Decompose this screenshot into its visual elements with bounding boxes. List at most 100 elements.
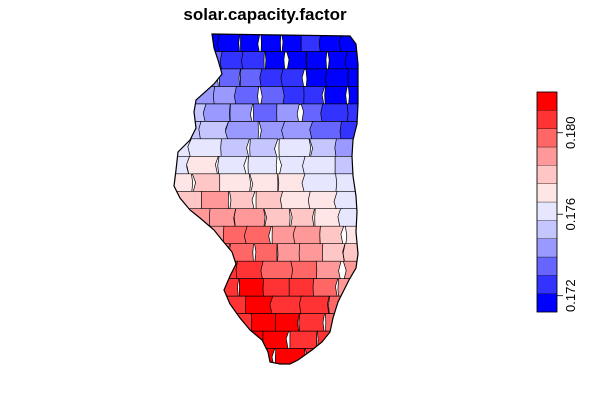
county — [262, 330, 290, 350]
county — [249, 173, 279, 193]
county — [302, 155, 340, 175]
county — [290, 260, 319, 280]
county — [321, 243, 346, 263]
legend-bin-10 — [536, 110, 558, 129]
county — [309, 121, 342, 140]
county — [241, 51, 265, 70]
county — [208, 208, 237, 228]
county — [289, 330, 318, 350]
county — [304, 348, 333, 364]
county — [280, 190, 314, 210]
map-title: solar.capacity.factor — [183, 5, 347, 24]
county — [254, 243, 278, 263]
county — [247, 155, 278, 175]
color-legend: 0.172 0.176 0.180 — [536, 91, 578, 313]
county — [316, 330, 345, 350]
legend-ticks: 0.172 0.176 0.180 — [557, 116, 578, 312]
county — [334, 155, 358, 175]
county — [186, 155, 219, 175]
legend-bin-0 — [536, 293, 558, 313]
county — [250, 313, 277, 332]
county — [320, 103, 349, 123]
county — [174, 121, 202, 140]
legend-bin-6 — [536, 183, 558, 203]
county — [300, 34, 322, 53]
county — [347, 68, 358, 88]
county — [286, 51, 307, 70]
legend-bin-5 — [536, 201, 558, 221]
legend-tick-label: 0.176 — [563, 198, 578, 231]
county — [217, 34, 241, 53]
county — [335, 173, 358, 193]
county — [212, 86, 237, 105]
county — [303, 86, 325, 105]
county — [219, 51, 244, 70]
county — [315, 260, 342, 280]
county — [202, 103, 231, 123]
county — [288, 278, 315, 297]
county — [305, 68, 329, 88]
county — [281, 86, 306, 105]
legend-bin-9 — [536, 128, 558, 148]
county — [342, 243, 358, 263]
county — [324, 86, 348, 105]
county — [274, 313, 300, 332]
county — [243, 225, 272, 245]
legend-color-bins — [536, 91, 558, 313]
county — [253, 103, 281, 123]
county — [191, 173, 224, 193]
county — [259, 86, 286, 105]
legend-bin-2 — [536, 256, 558, 276]
county — [300, 103, 324, 123]
county — [220, 138, 250, 158]
county — [325, 68, 349, 88]
county — [276, 103, 300, 123]
county — [312, 278, 339, 297]
legend-frame — [536, 91, 558, 313]
county — [301, 173, 341, 193]
county — [318, 34, 343, 53]
county — [306, 51, 328, 70]
county — [229, 103, 254, 123]
county — [319, 225, 345, 245]
county — [240, 34, 261, 53]
county — [218, 68, 241, 88]
county — [217, 155, 248, 175]
county — [235, 260, 264, 280]
county — [258, 121, 286, 140]
county — [264, 51, 286, 70]
legend-bin-8 — [536, 146, 558, 166]
county — [328, 295, 358, 315]
county — [325, 313, 351, 332]
county — [278, 138, 312, 158]
county — [211, 260, 240, 280]
county — [262, 278, 293, 297]
county — [234, 86, 260, 105]
county — [224, 121, 259, 140]
county — [260, 34, 282, 53]
county — [219, 173, 251, 193]
county — [249, 138, 279, 158]
legend-bin-3 — [536, 238, 558, 258]
county — [281, 121, 314, 140]
county — [342, 260, 358, 280]
county — [281, 34, 303, 53]
legend-tick-label: 0.180 — [563, 116, 578, 149]
county — [334, 138, 358, 158]
county — [247, 348, 276, 364]
county — [327, 51, 349, 70]
county — [292, 225, 321, 245]
county — [201, 190, 230, 210]
county — [259, 68, 284, 88]
county — [187, 138, 224, 158]
county-layer — [174, 34, 358, 364]
legend-tick-label: 0.172 — [563, 279, 578, 312]
county — [217, 295, 249, 315]
legend-bin-11 — [536, 91, 558, 111]
county — [174, 173, 194, 193]
county — [199, 34, 221, 53]
county — [289, 208, 315, 228]
county — [337, 208, 358, 228]
county — [346, 103, 358, 123]
